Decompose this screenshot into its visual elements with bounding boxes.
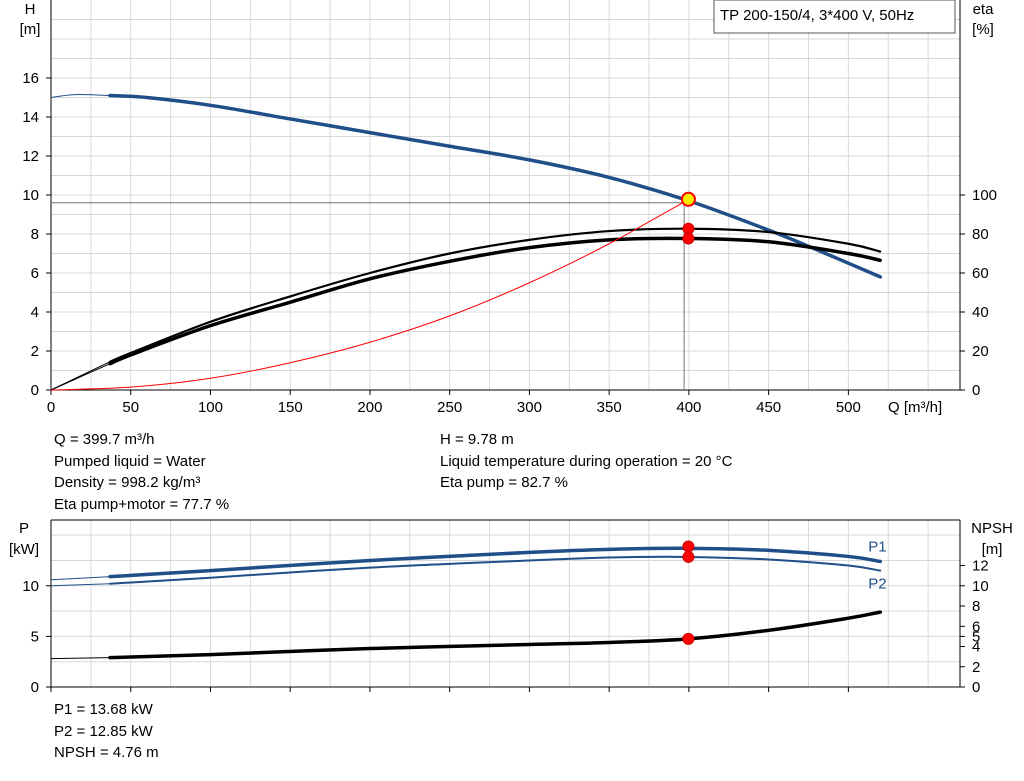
q-tick-label: 400 [676, 399, 701, 416]
npsh-tick-label: 2 [972, 659, 980, 676]
curve-eta_pump [108, 227, 882, 363]
curve-P2-extension [50, 583, 111, 587]
q-tick-label: 250 [437, 399, 462, 416]
p-tick-label: 10 [22, 578, 39, 595]
curve-H-extension [50, 94, 111, 98]
info-eta-total: Eta pump+motor = 77.7 % [54, 495, 230, 513]
eta-tick-label: 20 [972, 343, 989, 360]
info-eta-pump: Eta pump = 82.7 % [440, 474, 568, 491]
series-label-P1: P1 [868, 538, 886, 555]
curve-system_curve [50, 198, 690, 391]
q-tick-label: 50 [122, 399, 139, 416]
curve-NPSH-extension [50, 657, 111, 660]
q-tick-label: 100 [198, 399, 223, 416]
q-tick-label: 200 [357, 399, 382, 416]
eta-total-marker [682, 232, 695, 245]
curve-eta_total-extension [50, 363, 111, 391]
eta-axis-unit: [%] [972, 21, 994, 38]
info-p2: P2 = 12.85 kW [54, 722, 153, 740]
info-head: H = 9.78 m [440, 431, 514, 448]
eta-tick-label: 100 [972, 187, 997, 204]
legend-box [713, 0, 956, 34]
h-axis-unit: [m] [20, 21, 41, 38]
npsh-tick-label: 8 [972, 598, 980, 615]
h-tick-label: 16 [22, 70, 39, 87]
h-tick-label: 10 [22, 187, 39, 204]
p2-marker [682, 550, 695, 563]
curve-H [108, 93, 883, 279]
h-tick-label: 12 [22, 148, 39, 165]
npsh-tick-label: 6 [972, 618, 980, 635]
npsh-tick-label: 12 [972, 558, 989, 575]
h-axis-label: H [25, 1, 36, 18]
npsh-tick-label: 0 [972, 679, 980, 696]
info-flow: Q = 399.7 m³/h [54, 431, 155, 448]
q-tick-label: 500 [836, 399, 861, 416]
p-axis-unit: [kW] [9, 541, 39, 558]
info-top-right: H = 9.78 m Liquid temperature during ope… [440, 429, 732, 494]
h-tick-label: 4 [31, 304, 39, 321]
curve-P2 [109, 555, 882, 585]
q-tick-label: 0 [47, 399, 55, 416]
eta-tick-label: 80 [972, 226, 989, 243]
p1-marker [682, 540, 695, 553]
npsh-marker [682, 632, 695, 645]
npsh-tick-label: 5 [972, 628, 980, 645]
h-tick-label: 2 [31, 343, 39, 360]
curve-P1-extension [50, 576, 111, 581]
eta-tick-label: 60 [972, 265, 989, 282]
npsh-tick-label: 10 [972, 578, 989, 595]
duty-point-marker [680, 191, 696, 207]
h-tick-label: 8 [31, 226, 39, 243]
npsh-tick-label: 4 [972, 639, 980, 656]
q-tick-label: 450 [756, 399, 781, 416]
info-liquid: Pumped liquid = Water [54, 452, 206, 470]
curve-P1 [108, 546, 883, 579]
info-p1: P1 = 13.68 kW [54, 701, 153, 718]
info-top-left: Q = 399.7 m³/h Pumped liquid = Water Den… [54, 429, 229, 515]
info-density: Density = 998.2 kg/m³ [54, 474, 201, 491]
info-temperature: Liquid temperature during operation = 20… [440, 452, 733, 470]
q-axis-label: Q [m³/h] [888, 399, 942, 416]
curve-eta_total [108, 236, 883, 366]
eta-tick-label: 40 [972, 304, 989, 321]
legend-pump-model: TP 200-150/4, 3*400 V, 50Hz [720, 7, 914, 24]
q-tick-label: 350 [597, 399, 622, 416]
npsh-axis-label: NPSH [971, 520, 1013, 537]
h-tick-label: 14 [22, 109, 39, 126]
info-bottom: P1 = 13.68 kW P2 = 12.85 kW NPSH = 4.76 … [54, 699, 159, 764]
series-label-P2: P2 [868, 576, 886, 593]
p-tick-label: 5 [31, 628, 39, 645]
npsh-axis-unit: [m] [982, 541, 1003, 558]
curve-NPSH [108, 610, 883, 660]
p-tick-label: 0 [31, 679, 39, 696]
q-tick-label: 300 [517, 399, 542, 416]
h-tick-label: 0 [31, 382, 39, 399]
info-npsh: NPSH = 4.76 m [54, 744, 159, 761]
eta-tick-label: 0 [972, 382, 980, 399]
q-tick-label: 150 [278, 399, 303, 416]
h-tick-label: 6 [31, 265, 39, 282]
eta-axis-label: eta [973, 1, 995, 18]
p-axis-label: P [19, 520, 29, 537]
